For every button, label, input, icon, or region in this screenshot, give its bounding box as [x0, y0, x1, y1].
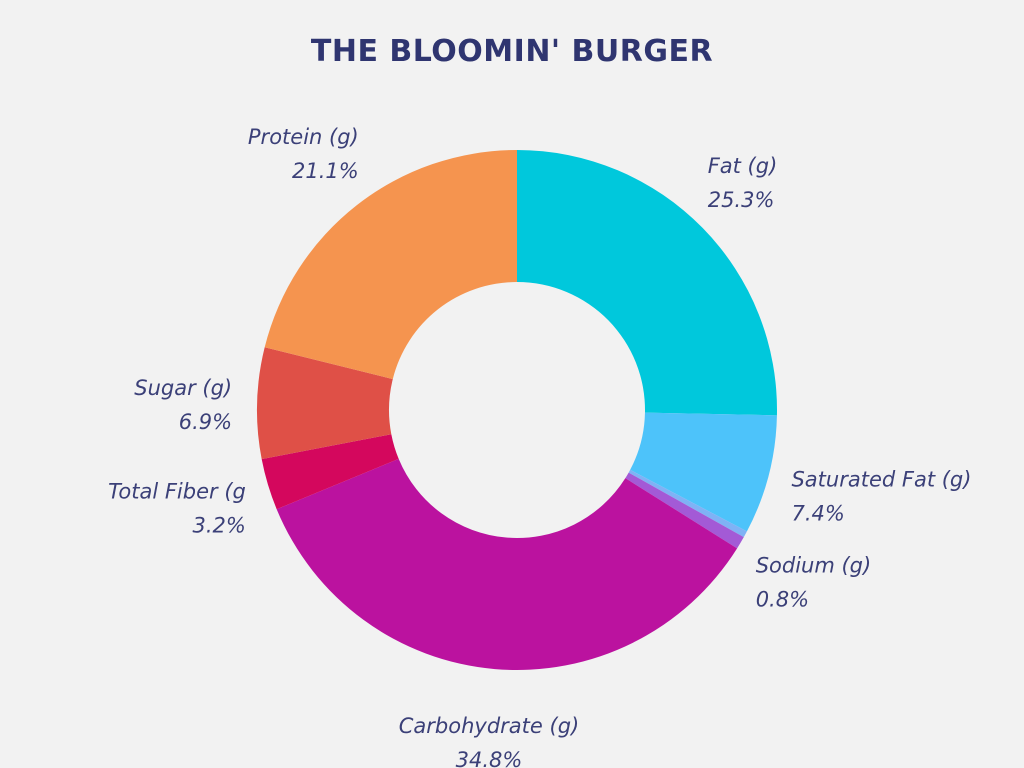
slice-percent-5: 3.2% [193, 514, 246, 538]
slice-name-5: Total Fiber (g [108, 480, 246, 504]
slice-percent-3: 0.8% [756, 588, 809, 612]
slice-name-3: Sodium (g) [756, 554, 872, 578]
slice-name-7: Protein (g) [248, 125, 359, 149]
slice-name-6: Sugar (g) [134, 376, 232, 400]
slice-3[interactable] [625, 472, 744, 549]
slice-percent-0: 25.3% [708, 188, 775, 212]
slice-0[interactable] [517, 150, 777, 416]
slice-label-1: Saturated Fat (g) 7.4% [791, 468, 971, 526]
slice-label-0: Fat (g) 25.3% [708, 154, 778, 212]
slice-label-7: Protein (g) 21.1% [248, 125, 359, 183]
slice-percent-1: 7.4% [791, 502, 844, 526]
slice-label-4: Carbohydrate (g) 34.8% [399, 714, 579, 768]
slice-label-5: Total Fiber (g 3.2% [108, 480, 246, 538]
slice-5[interactable] [261, 434, 399, 510]
slice-label-6: Sugar (g) 6.9% [134, 376, 232, 434]
slice-6[interactable] [256, 347, 393, 460]
slice-name-0: Fat (g) [708, 154, 778, 178]
slice-name-4: Carbohydrate (g) [399, 714, 579, 738]
slice-percent-4: 34.8% [456, 748, 523, 768]
slice-label-3: Sodium (g) 0.8% [756, 554, 872, 612]
slice-name-1: Saturated Fat (g) [791, 468, 971, 492]
slice-1[interactable] [630, 412, 777, 532]
slice-7[interactable] [264, 150, 517, 380]
slice-percent-6: 6.9% [179, 410, 232, 434]
slice-2[interactable] [628, 469, 747, 538]
slice-percent-7: 21.1% [292, 159, 359, 183]
chart-title: THE BLOOMIN' BURGER [310, 34, 714, 69]
slice-4[interactable] [276, 458, 738, 670]
